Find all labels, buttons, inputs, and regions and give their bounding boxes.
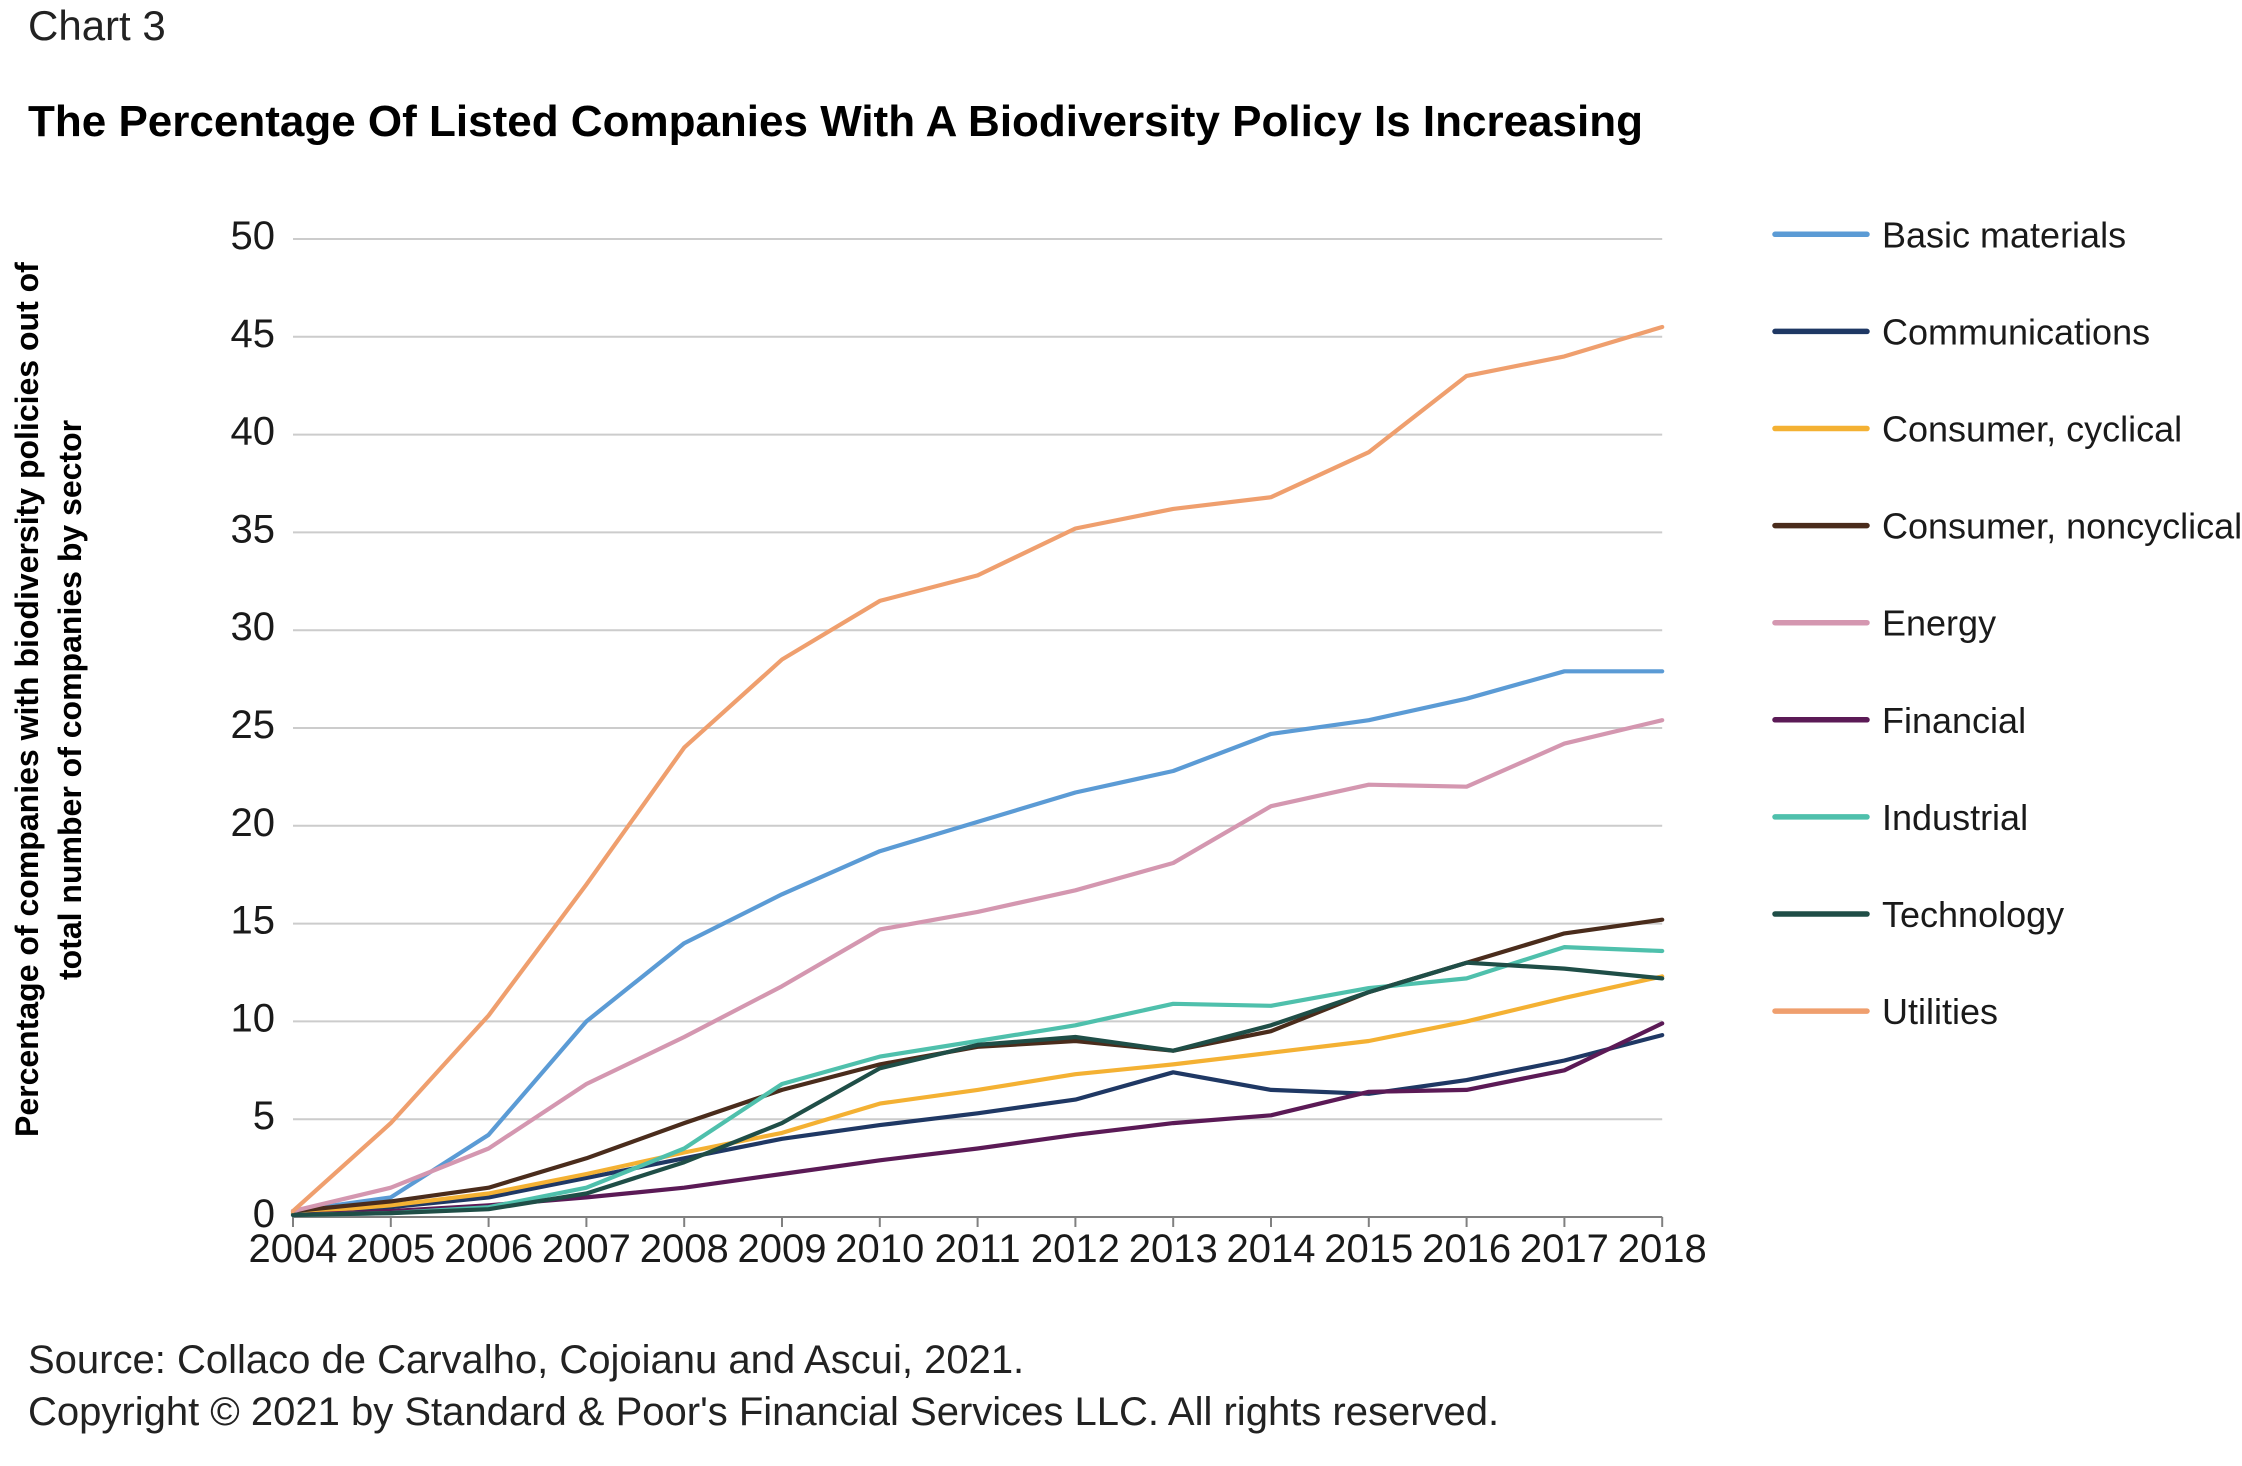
svg-text:2014: 2014 bbox=[1227, 1227, 1316, 1271]
svg-text:45: 45 bbox=[231, 312, 276, 356]
svg-text:Communications: Communications bbox=[1882, 311, 2150, 352]
svg-text:10: 10 bbox=[231, 996, 276, 1040]
svg-text:40: 40 bbox=[231, 410, 276, 454]
svg-text:20: 20 bbox=[231, 801, 276, 845]
svg-text:50: 50 bbox=[231, 214, 276, 258]
svg-text:2007: 2007 bbox=[542, 1227, 631, 1271]
svg-text:2017: 2017 bbox=[1520, 1227, 1609, 1271]
svg-text:2016: 2016 bbox=[1422, 1227, 1511, 1271]
svg-text:2010: 2010 bbox=[835, 1227, 924, 1271]
svg-text:2006: 2006 bbox=[444, 1227, 533, 1271]
svg-text:2008: 2008 bbox=[640, 1227, 729, 1271]
svg-text:15: 15 bbox=[231, 899, 276, 943]
svg-text:35: 35 bbox=[231, 507, 276, 551]
svg-text:2004: 2004 bbox=[249, 1227, 338, 1271]
svg-text:30: 30 bbox=[231, 605, 276, 649]
svg-text:2012: 2012 bbox=[1031, 1227, 1120, 1271]
svg-text:2013: 2013 bbox=[1129, 1227, 1218, 1271]
svg-text:2005: 2005 bbox=[346, 1227, 435, 1271]
svg-text:Technology: Technology bbox=[1882, 894, 2064, 935]
svg-text:Industrial: Industrial bbox=[1882, 797, 2028, 838]
svg-text:2009: 2009 bbox=[738, 1227, 827, 1271]
svg-text:Utilities: Utilities bbox=[1882, 991, 1998, 1032]
svg-text:Financial: Financial bbox=[1882, 700, 2026, 741]
svg-text:25: 25 bbox=[231, 703, 276, 747]
svg-text:5: 5 bbox=[253, 1094, 275, 1138]
svg-text:2015: 2015 bbox=[1324, 1227, 1413, 1271]
svg-text:Consumer, cyclical: Consumer, cyclical bbox=[1882, 409, 2182, 450]
svg-text:2018: 2018 bbox=[1618, 1227, 1707, 1271]
svg-text:Consumer, noncyclical: Consumer, noncyclical bbox=[1882, 506, 2242, 547]
svg-text:Energy: Energy bbox=[1882, 603, 1996, 644]
svg-text:2011: 2011 bbox=[935, 1227, 1021, 1271]
svg-text:Basic materials: Basic materials bbox=[1882, 214, 2126, 255]
